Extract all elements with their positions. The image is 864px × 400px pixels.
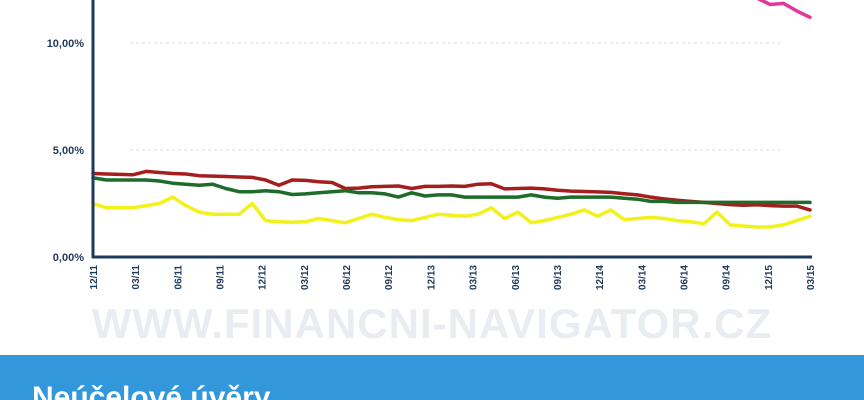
x-tick-label: 09/14 <box>722 265 733 290</box>
x-tick-label: 03/15 <box>806 265 817 290</box>
series-line-2 <box>91 176 812 205</box>
series-lines <box>91 0 812 229</box>
x-tick-label: 12/12 <box>258 265 269 290</box>
x-tick-label: 12/14 <box>595 265 606 290</box>
x-tick-label: 03/12 <box>300 265 311 290</box>
x-tick-label: 06/11 <box>173 265 184 290</box>
y-tick-labels: 0,00% 5,00% 10,00% <box>47 38 85 264</box>
x-tick-label: 03/11 <box>131 265 142 290</box>
series-line-3 <box>91 195 812 229</box>
x-tick-label: 12/13 <box>426 265 437 290</box>
title-banner: Neúčelové úvěry <box>0 355 864 400</box>
x-tick-label: 06/14 <box>679 265 690 290</box>
y-tick-label: 10,00% <box>47 38 85 50</box>
x-tick-labels: 12/11 03/11 06/11 09/11 12/12 03/12 06/12 09/12… <box>89 265 817 290</box>
x-tick-label: 09/12 <box>384 265 395 290</box>
x-tick-label: 09/11 <box>216 265 227 290</box>
x-tick-label: 12/11 <box>89 265 100 290</box>
x-tick-label: 03/13 <box>469 265 480 290</box>
x-tick-label: 06/12 <box>342 265 353 290</box>
line-chart: 0,00%5,00%10,00% 12/11 03/11 06/11 09/11 12/… <box>47 0 817 290</box>
grid-lines <box>130 42 780 151</box>
y-tick-label: 0,00% <box>53 252 84 264</box>
y-tick-label: 5,00% <box>53 145 84 157</box>
banner-title: Neúčelové úvěry <box>32 381 271 400</box>
watermark: WWW.FINANCNI-NAVIGATOR.CZ <box>91 300 773 347</box>
x-tick-label: 06/13 <box>511 265 522 290</box>
axes <box>91 0 812 259</box>
x-tick-label: 03/14 <box>637 265 648 290</box>
x-tick-label: 09/13 <box>553 265 564 290</box>
series-line-0 <box>756 0 812 20</box>
x-tick-label: 12/15 <box>764 265 775 290</box>
